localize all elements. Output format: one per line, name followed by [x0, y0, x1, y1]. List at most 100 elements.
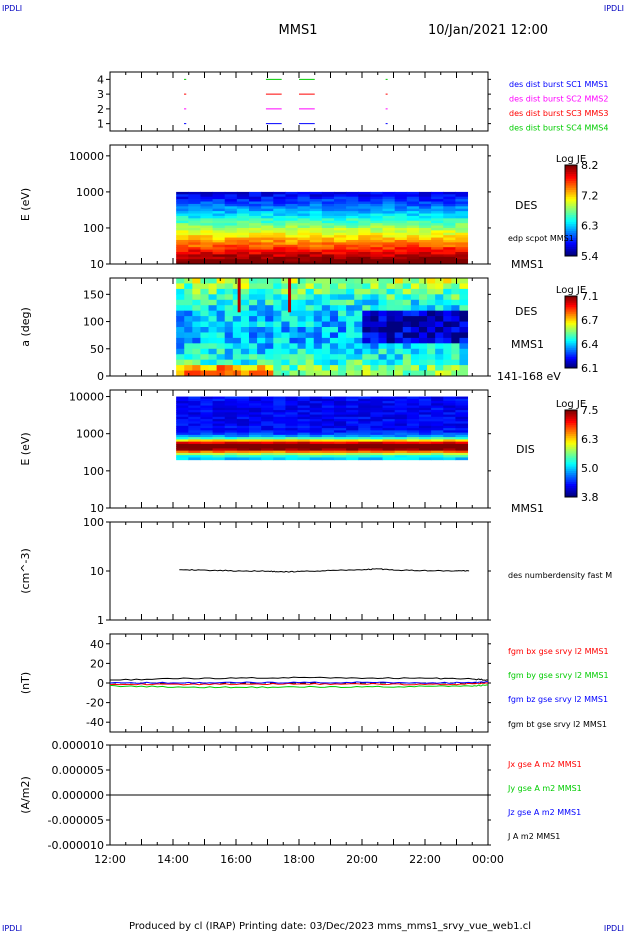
- spectrogram-cell: [333, 196, 347, 200]
- colorbar-segment: [565, 319, 577, 322]
- spectrogram-cell: [248, 439, 262, 443]
- colorbar-tick-label: 7.2: [581, 189, 599, 202]
- spectrogram-cell: [285, 403, 299, 407]
- spectrogram-cell: [321, 337, 331, 344]
- spectrogram-cell: [321, 327, 331, 333]
- spectrogram-cell: [358, 455, 371, 458]
- spectrogram-cell: [188, 428, 201, 431]
- spectrogram-cell: [188, 211, 201, 215]
- spectrogram-cell: [346, 407, 359, 411]
- spectrogram-cell: [443, 457, 456, 461]
- spectrogram-cell: [281, 278, 290, 284]
- colorbar-segment: [565, 440, 577, 444]
- spectrogram-cell: [176, 423, 189, 427]
- spectrogram-cell: [321, 425, 335, 429]
- spectrogram-cell: [188, 421, 201, 425]
- spectrogram-cell: [285, 448, 299, 452]
- spectrogram-cell: [309, 235, 323, 239]
- spectrogram-cell: [443, 412, 456, 416]
- spectrogram-cell: [382, 206, 396, 210]
- spectrogram-cell: [273, 450, 286, 454]
- spectrogram-cell: [346, 348, 355, 355]
- spectrogram-cell: [188, 242, 201, 246]
- spectrogram-cell: [346, 432, 359, 436]
- spectrogram-cell: [406, 405, 420, 409]
- spectrogram-cell: [248, 430, 262, 434]
- spectrogram-cell: [313, 299, 323, 306]
- colorbar-segment: [565, 462, 577, 465]
- colorbar-segment: [565, 233, 577, 237]
- spectrogram-cell: [273, 201, 286, 205]
- spectrogram-cell: [212, 247, 226, 251]
- spectrogram-cell: [394, 299, 404, 306]
- spectrogram-cell: [443, 450, 456, 454]
- spectrogram-cell: [418, 251, 432, 255]
- spectrogram-cell: [338, 327, 347, 333]
- colorbar-segment: [565, 221, 577, 225]
- datetime-title: 10/Jan/2021 12:00: [428, 23, 548, 38]
- spectrogram-cell: [358, 235, 371, 239]
- colorbar-segment: [565, 228, 577, 232]
- spectrogram-cell: [443, 423, 456, 427]
- spectrogram-cell: [443, 421, 456, 425]
- spectrogram-cell: [224, 421, 238, 425]
- spectrogram-cell: [224, 439, 238, 443]
- spectrogram-cell: [370, 194, 384, 198]
- spectrogram-cell: [289, 343, 299, 350]
- spectrogram-cell: [261, 196, 274, 200]
- spectrogram-cell: [394, 316, 404, 323]
- spectrogram-cell: [192, 305, 201, 312]
- spectrogram-cell: [188, 208, 201, 212]
- spectrogram-cell: [362, 327, 371, 333]
- spectrogram-cell: [188, 194, 201, 198]
- spectrogram-cell: [224, 223, 238, 227]
- spectrogram-cell: [418, 237, 432, 241]
- spectrogram-cell: [200, 227, 214, 231]
- colorbar-segment: [565, 483, 577, 487]
- spectrogram-cell: [184, 327, 193, 333]
- spectrogram-cell: [285, 235, 299, 239]
- y-tick-label: 2: [97, 103, 104, 116]
- spectrogram-cell: [382, 452, 396, 456]
- spectrogram-cell: [192, 359, 201, 366]
- spectrogram-cell: [354, 299, 363, 306]
- colorbar-tick-label: 6.3: [581, 433, 599, 446]
- spectrogram-cell: [236, 416, 250, 420]
- spectrogram-cell: [382, 455, 396, 458]
- spectrogram-cell: [224, 437, 238, 440]
- spectrogram-cell: [309, 441, 323, 445]
- spectrogram-cell: [297, 398, 311, 402]
- spectrogram-cell: [232, 348, 242, 355]
- spectrogram-cell: [418, 446, 432, 449]
- spectrogram-cell: [224, 434, 238, 438]
- spectrogram-cell: [346, 261, 359, 265]
- spectrogram-cell: [216, 288, 226, 295]
- spectrogram-cell: [394, 278, 404, 284]
- spectrogram-cell: [200, 208, 214, 212]
- spectrogram-cell: [200, 434, 214, 438]
- spectrogram-cell: [273, 439, 286, 443]
- spectrogram-cell: [212, 448, 226, 452]
- spectrogram-cell: [273, 419, 286, 422]
- spectrogram-cell: [188, 437, 201, 440]
- spectrogram-cell: [431, 398, 444, 402]
- spectrogram-cell: [394, 425, 408, 429]
- spectrogram-cell: [188, 249, 201, 253]
- spectrogram-cell: [431, 261, 444, 265]
- spectrogram-cell: [240, 288, 250, 295]
- spectrogram-cell: [297, 206, 311, 210]
- spectrogram-cell: [273, 428, 286, 431]
- spectrogram-cell: [281, 343, 290, 350]
- x-tick-label: 00:00: [472, 853, 504, 866]
- spectrogram-cell: [370, 249, 384, 253]
- spectrogram-cell: [261, 230, 274, 234]
- spectrogram-cell: [333, 441, 347, 445]
- spectrogram-cell: [338, 370, 347, 377]
- spectrogram-cell: [273, 452, 286, 456]
- spectrogram-cell: [443, 434, 456, 438]
- spectrogram-cell: [333, 419, 347, 422]
- spectrogram-cell: [321, 410, 335, 413]
- spectrogram-cell: [212, 441, 226, 445]
- spectrogram-cell: [188, 251, 201, 255]
- legend-entry: des dist burst SC3 MMS3: [509, 109, 608, 118]
